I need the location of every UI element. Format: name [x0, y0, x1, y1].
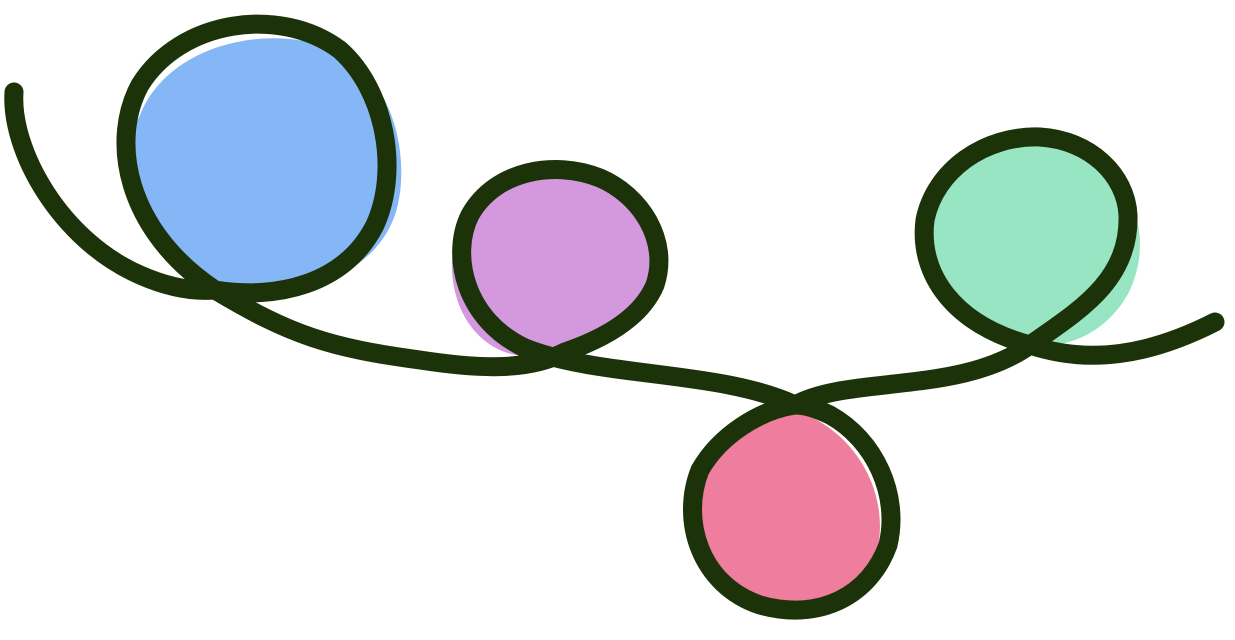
loop-doodle-illustration	[0, 0, 1235, 640]
